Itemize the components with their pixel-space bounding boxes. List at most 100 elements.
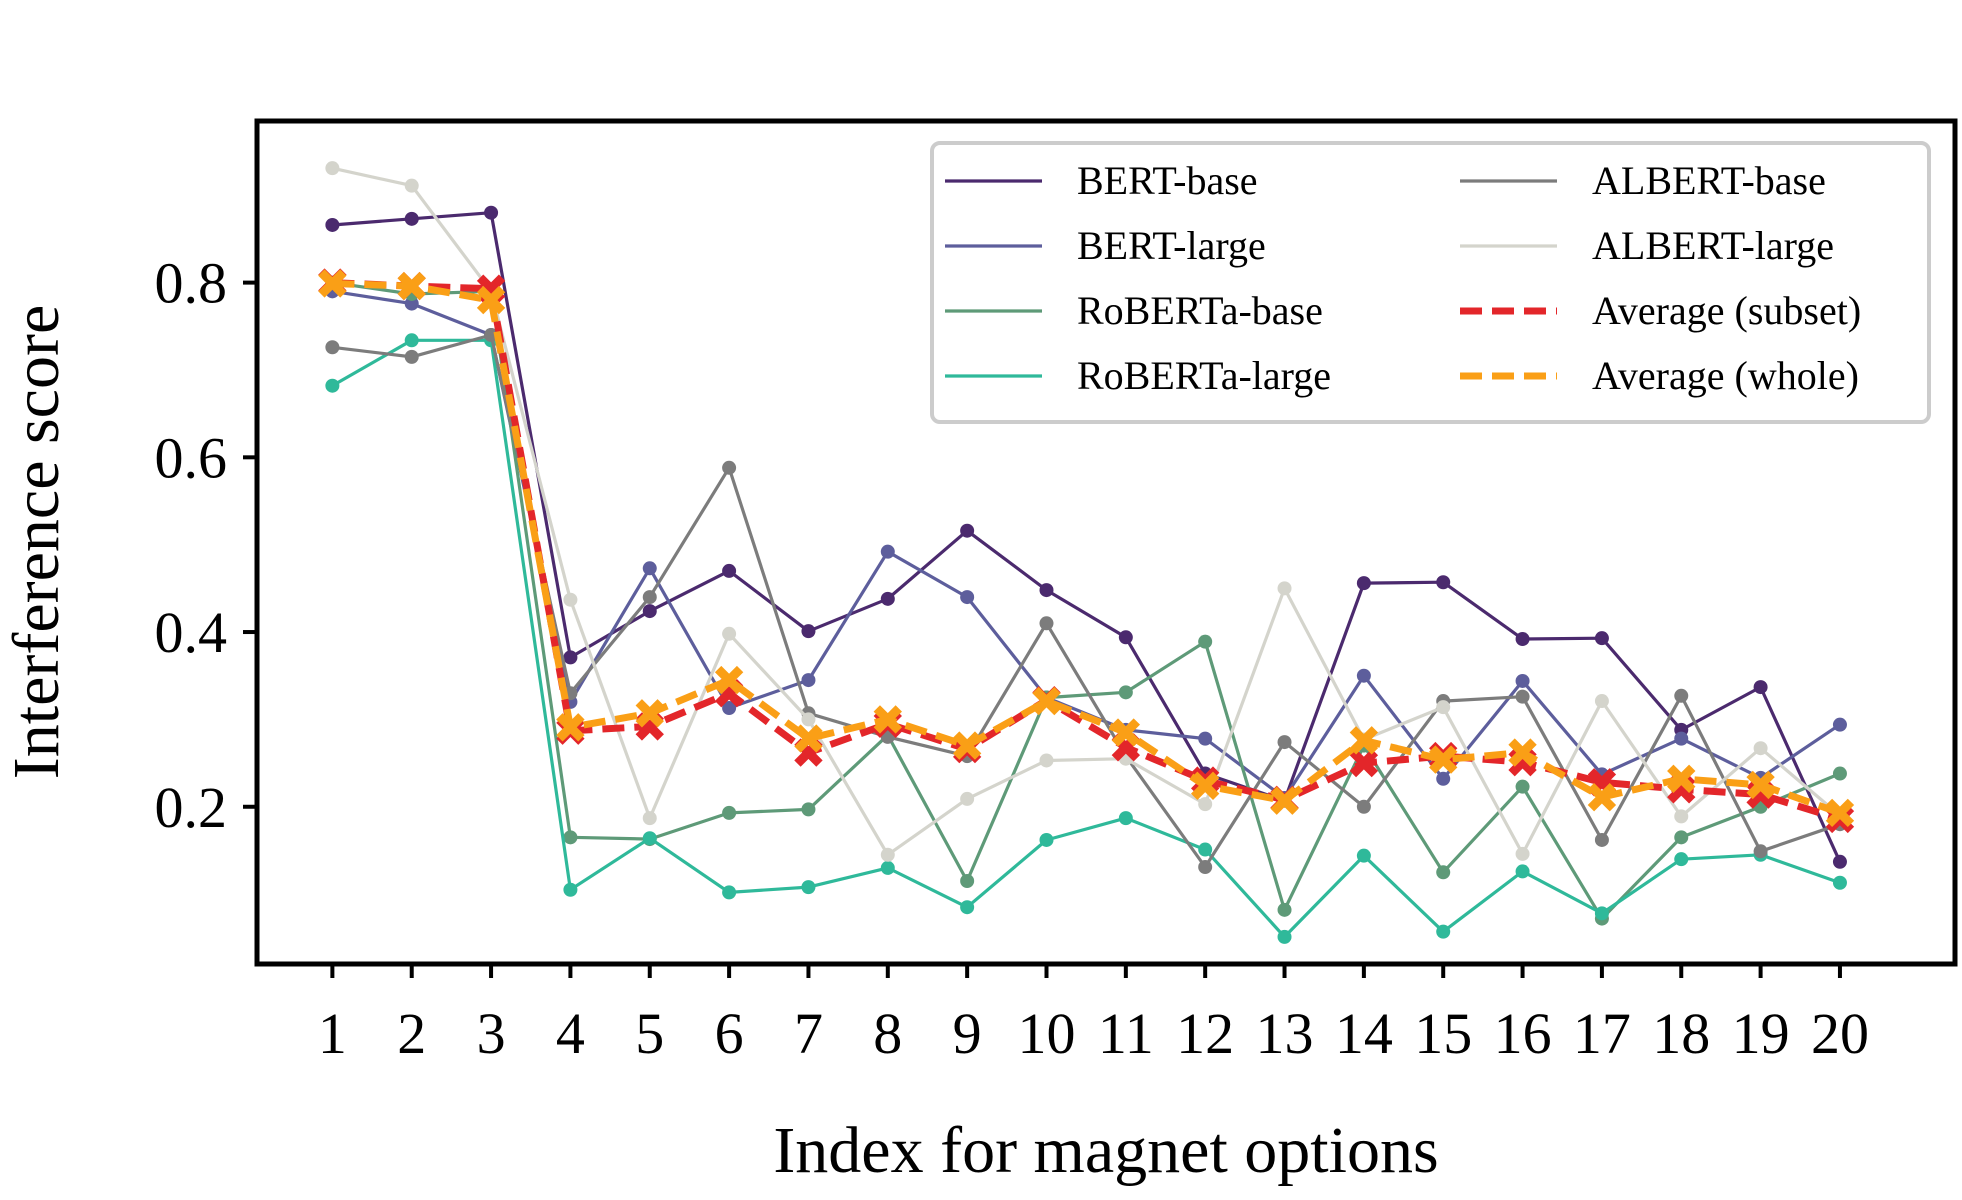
data-point: [1356, 576, 1371, 591]
data-point: [1515, 846, 1530, 861]
data-point: [1118, 630, 1133, 645]
x-tick-label: 1: [318, 1001, 347, 1066]
data-point: [1515, 673, 1530, 688]
data-point: [325, 217, 340, 232]
legend-box: [930, 141, 1931, 424]
data-point: [1039, 832, 1054, 847]
data-point: [880, 847, 895, 862]
x-tick-label: 13: [1256, 1001, 1314, 1066]
data-point: [801, 802, 816, 817]
data-point-marker: [556, 713, 585, 742]
series-line-bert-base: [332, 211, 1842, 863]
series-line-roberta-base: [332, 281, 1841, 921]
data-point-marker: [1429, 745, 1458, 774]
data-point: [722, 701, 737, 716]
data-point: [1356, 848, 1371, 863]
data-point: [880, 544, 895, 559]
x-tick-label: 5: [635, 1001, 664, 1066]
data-point: [1277, 735, 1292, 750]
data-point: [1832, 875, 1847, 890]
data-point: [960, 590, 975, 605]
data-point: [1277, 902, 1292, 917]
data-point: [801, 673, 816, 688]
legend-label-albert-base: ALBERT-base: [1592, 158, 1826, 203]
data-point-marker: [714, 665, 744, 695]
data-point: [1118, 811, 1133, 826]
data-point: [325, 340, 340, 355]
data-point-marker: [1190, 771, 1220, 800]
data-point: [801, 624, 816, 639]
data-point: [1039, 616, 1054, 631]
data-point-marker: [1825, 798, 1855, 828]
legend: BERT-base BERT-large RoBERTa-base RoBERTa-l…: [930, 141, 1931, 424]
y-tick-label: 0.6: [155, 425, 228, 490]
data-point: [801, 880, 816, 895]
data-point: [1198, 634, 1213, 649]
data-point: [1436, 924, 1451, 939]
data-point: [722, 805, 737, 820]
data-point: [880, 591, 895, 606]
x-tick-label: 15: [1414, 1001, 1472, 1066]
data-point: [1039, 583, 1054, 598]
data-point: [325, 378, 340, 393]
data-point: [801, 712, 816, 727]
data-point: [642, 831, 657, 846]
data-point: [1198, 797, 1213, 812]
data-point: [563, 830, 578, 845]
data-point: [1753, 844, 1768, 859]
x-tick-label: 17: [1573, 1001, 1631, 1066]
data-point-marker: [1667, 764, 1696, 793]
data-point: [563, 882, 578, 897]
x-tick-label: 9: [953, 1001, 982, 1066]
data-point: [1753, 680, 1768, 695]
x-tick-label: 20: [1811, 1001, 1869, 1066]
series-albert-base: [325, 328, 1847, 875]
data-point: [1832, 854, 1847, 869]
data-point: [1832, 766, 1847, 781]
legend-label-bert-base: BERT-base: [1077, 158, 1258, 203]
data-point: [1277, 929, 1292, 944]
x-tick-label: 18: [1652, 1001, 1710, 1066]
x-tick-label: 12: [1176, 1001, 1234, 1066]
data-point-marker: [1111, 718, 1141, 747]
legend-label-roberta-base: RoBERTa-base: [1077, 288, 1323, 333]
data-point-marker: [794, 724, 823, 753]
data-point: [1356, 799, 1371, 814]
series-layer: [318, 161, 1855, 944]
data-point: [1039, 753, 1054, 768]
data-point: [1515, 864, 1530, 879]
series-line-average-subset: [332, 279, 1841, 823]
data-point: [722, 885, 737, 900]
data-point: [1832, 717, 1847, 732]
y-axis-title: Interference score: [0, 305, 73, 779]
data-point: [404, 349, 419, 364]
data-point: [484, 205, 499, 220]
x-tick-label: 6: [715, 1001, 744, 1066]
x-tick-label: 11: [1098, 1001, 1154, 1066]
legend-label-average-whole: Average (whole): [1592, 353, 1859, 398]
data-point: [1594, 906, 1609, 921]
data-point: [1674, 852, 1689, 867]
data-point: [1594, 694, 1609, 709]
data-point: [1674, 809, 1689, 824]
legend-label-roberta-large: RoBERTa-large: [1077, 353, 1331, 398]
data-point: [1594, 832, 1609, 847]
x-tick-label: 14: [1335, 1001, 1393, 1066]
data-point-marker: [1270, 786, 1299, 815]
x-tick-label: 7: [794, 1001, 823, 1066]
data-point: [563, 592, 578, 607]
data-point: [722, 563, 737, 578]
data-point: [722, 626, 737, 641]
data-point: [1277, 581, 1292, 596]
data-point: [722, 460, 737, 475]
data-point: [642, 590, 657, 605]
data-point: [642, 561, 657, 576]
data-point: [1436, 575, 1451, 590]
data-point-marker: [952, 731, 982, 760]
series-line-albert-base: [332, 333, 1841, 869]
data-point: [563, 650, 578, 665]
data-point: [1118, 685, 1133, 700]
data-point: [1674, 731, 1689, 746]
legend-label-average-subset: Average (subset): [1592, 288, 1861, 333]
